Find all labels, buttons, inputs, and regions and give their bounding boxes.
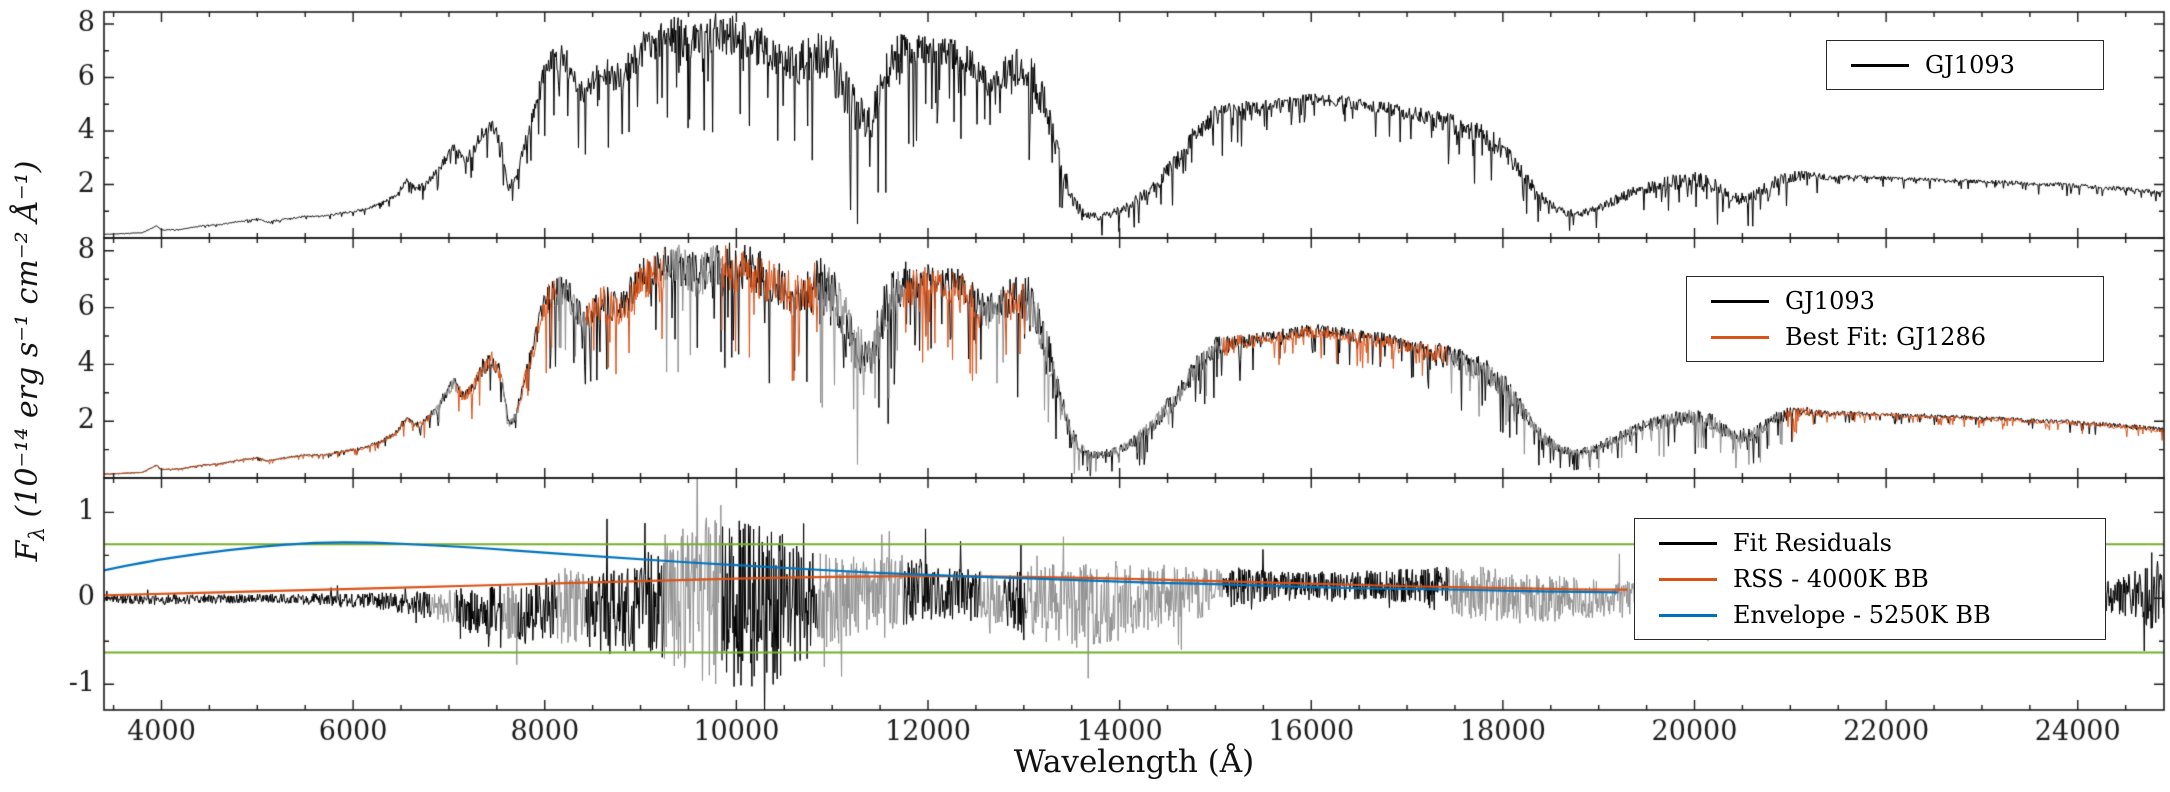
legend-label: RSS - 4000K BB [1733,565,1929,593]
legend-entry-fit-residuals: Fit Residuals [1659,529,2095,557]
legend-label: GJ1093 [1925,51,2015,79]
legend-label: Envelope - 5250K BB [1733,601,1991,629]
legend-entry-best-fit: Best Fit: GJ1286 [1711,323,2093,351]
legend-entry-envelope-bb: Envelope - 5250K BB [1659,601,2095,629]
legend-panel-bottom: Fit Residuals RSS - 4000K BB Envelope - … [1634,518,2106,640]
legend-panel-top: GJ1093 [1826,40,2104,90]
ylabel-units: (10⁻¹⁴ erg s⁻¹ cm⁻² Å⁻¹) [10,160,45,527]
legend-label: GJ1093 [1785,287,1875,315]
legend-label: Fit Residuals [1733,529,1892,557]
legend-entry-gj1093: GJ1093 [1851,51,2093,79]
legend-entry-gj1093: GJ1093 [1711,287,2093,315]
ylabel-subscript-lambda: λ [25,526,50,541]
legend-line-sample [1711,335,1769,339]
legend-panel-middle: GJ1093 Best Fit: GJ1286 [1686,276,2104,362]
x-axis-label: Wavelength (Å) [1013,744,1255,780]
y-axis-label: Fλ (10⁻¹⁴ erg s⁻¹ cm⁻² Å⁻¹) [10,161,50,562]
legend-line-sample [1659,541,1717,545]
legend-entry-rss-bb: RSS - 4000K BB [1659,565,2095,593]
legend-line-sample [1659,577,1717,581]
legend-line-sample [1659,613,1717,617]
legend-line-sample [1851,63,1909,67]
ylabel-flux-symbol: F [10,540,45,562]
legend-label: Best Fit: GJ1286 [1785,323,1986,351]
legend-line-sample [1711,299,1769,303]
